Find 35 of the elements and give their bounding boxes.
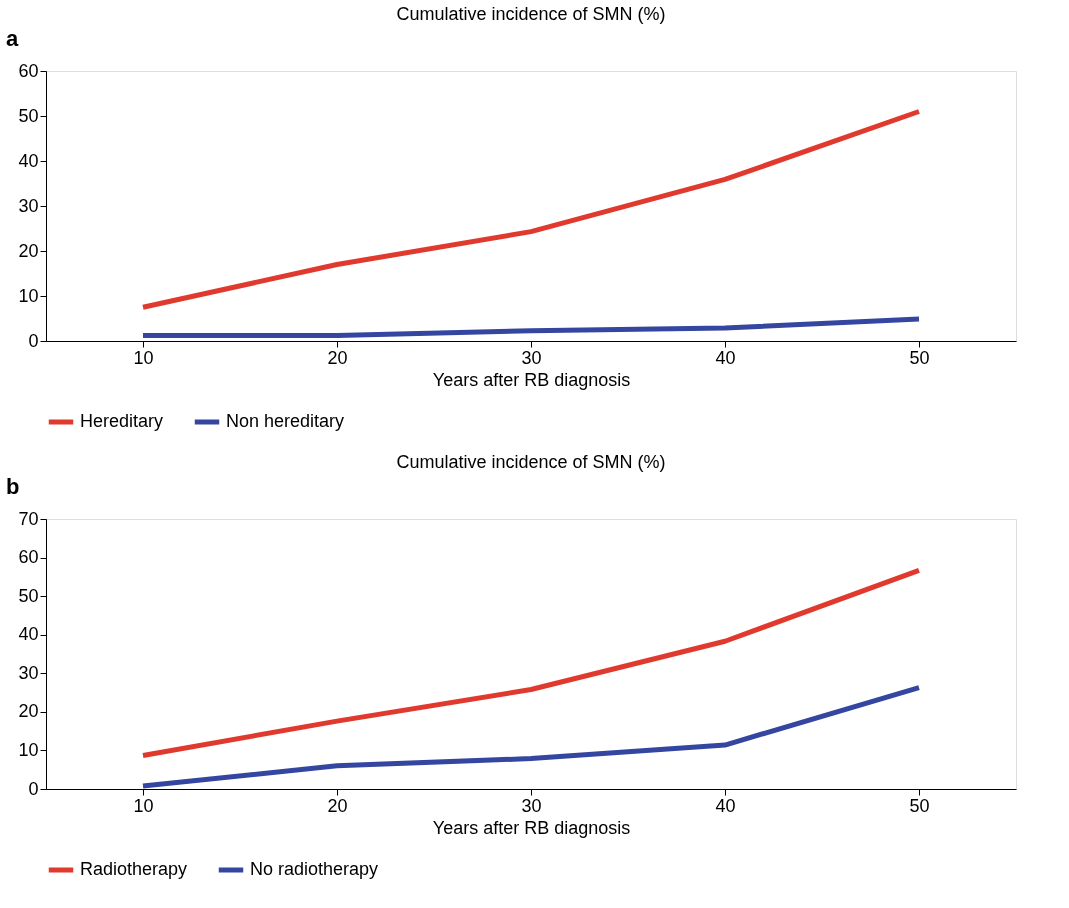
y-tick-label: 30	[18, 195, 39, 216]
x-tick-label: 30	[521, 347, 542, 368]
x-tick-label: 40	[715, 795, 736, 816]
x-tick-label: 20	[327, 347, 348, 368]
y-tick-label: 70	[18, 508, 39, 529]
x-tick-label: 10	[133, 347, 154, 368]
chart-title: Cumulative incidence of SMN (%)	[396, 452, 666, 472]
y-tick-label: 60	[18, 547, 39, 568]
x-axis-title: Years after RB diagnosis	[432, 817, 631, 838]
y-tick-label: 40	[18, 624, 39, 645]
x-tick-label: 30	[521, 795, 542, 816]
y-tick-label: 20	[18, 240, 39, 261]
y-tick-label: 0	[28, 330, 39, 351]
x-axis-title: Years after RB diagnosis	[432, 369, 631, 390]
y-tick-label: 10	[18, 285, 39, 306]
chart-title: Cumulative incidence of SMN (%)	[396, 4, 666, 24]
y-tick-label: 10	[18, 739, 39, 760]
legend-label: No radiotherapy	[250, 859, 379, 879]
y-tick-label: 30	[18, 662, 39, 683]
text: b	[6, 474, 20, 499]
x-tick-label: 50	[909, 795, 930, 816]
y-tick-label: 40	[18, 150, 39, 171]
y-tick-label: 50	[18, 585, 39, 606]
y-tick-label: 0	[28, 778, 39, 799]
text: a	[6, 26, 19, 51]
x-tick-label: 20	[327, 795, 348, 816]
legend-label: Hereditary	[80, 411, 164, 431]
y-tick-label: 50	[18, 105, 39, 126]
x-tick-label: 50	[909, 347, 930, 368]
x-tick-label: 40	[715, 347, 736, 368]
legend-label: Non hereditary	[226, 411, 345, 431]
legend-label: Radiotherapy	[80, 859, 188, 879]
y-tick-label: 20	[18, 701, 39, 722]
x-tick-label: 10	[133, 795, 154, 816]
y-tick-label: 60	[18, 60, 39, 81]
